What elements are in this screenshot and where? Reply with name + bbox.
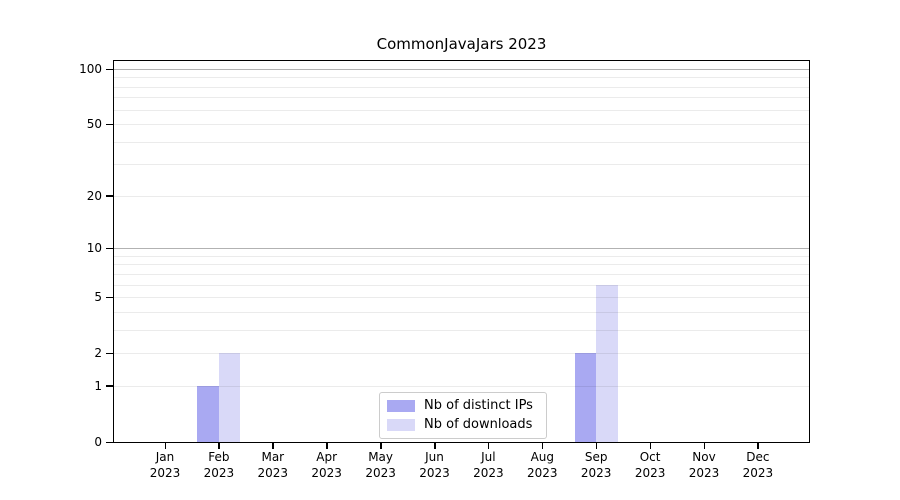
x-axis-tick-mark	[649, 442, 652, 449]
y-gridline-minor	[114, 86, 809, 88]
bar-downloads	[596, 284, 618, 442]
x-axis-tick-label: Oct 2023	[634, 450, 666, 480]
y-gridline-minor	[114, 329, 809, 331]
y-axis-tick-label: 5	[94, 290, 102, 305]
y-axis-tick-label: 50	[86, 117, 102, 132]
legend-row-distinct-ips: Nb of distinct IPs	[387, 398, 537, 414]
y-gridline-minor	[114, 77, 809, 79]
y-axis-tick-mark	[106, 247, 113, 250]
y-gridline-minor	[114, 195, 809, 197]
y-axis-tick-mark	[106, 352, 113, 355]
x-axis-tick-label: Nov 2023	[688, 450, 720, 480]
x-axis-tick-label: Aug 2023	[527, 450, 558, 480]
legend-label-downloads: Nb of downloads	[424, 417, 533, 432]
x-axis-tick-mark	[326, 442, 328, 449]
x-axis-tick-label: Jun 2023	[419, 450, 450, 480]
y-axis-tick-mark	[106, 296, 113, 299]
x-axis-tick-mark	[757, 442, 759, 449]
y-axis-tick-mark	[106, 123, 113, 126]
y-gridline-major	[114, 69, 809, 70]
x-axis-tick-label: Jul 2023	[473, 450, 504, 480]
y-gridline-major	[114, 248, 809, 250]
x-axis-tick-label: Dec 2023	[742, 450, 774, 480]
y-gridline-minor	[114, 297, 809, 299]
y-axis-tick-mark	[106, 385, 113, 387]
x-axis-tick-label: May 2023	[365, 450, 396, 480]
y-gridline-minor	[114, 284, 809, 286]
x-axis-tick-mark	[541, 442, 544, 449]
y-gridline-minor	[114, 141, 809, 143]
x-axis-tick-label: Mar 2023	[257, 450, 289, 480]
y-gridline-minor	[114, 164, 809, 166]
y-gridline-minor	[114, 255, 809, 257]
y-gridline-minor	[114, 124, 809, 126]
bar-distinct-ips	[197, 385, 219, 442]
x-axis-tick-mark	[487, 442, 490, 449]
y-gridline-minor	[114, 273, 809, 275]
legend-swatch-distinct-ips	[387, 400, 415, 412]
y-gridline-minor	[114, 385, 809, 387]
y-axis-tick-label: 20	[86, 188, 102, 203]
x-axis-tick-mark	[218, 442, 220, 449]
legend-swatch-downloads	[387, 419, 415, 431]
y-gridline-minor	[114, 353, 809, 355]
chart-legend: Nb of distinct IPs Nb of downloads	[379, 392, 547, 439]
bar-distinct-ips	[574, 353, 597, 442]
chart-plot-area: Nb of distinct IPs Nb of downloads	[106, 60, 810, 449]
x-axis-tick-mark	[164, 442, 166, 449]
chart-title: CommonJavaJars 2023	[376, 35, 547, 53]
x-axis-tick-mark	[434, 442, 436, 449]
y-gridline-minor	[114, 264, 809, 266]
x-axis-tick-label: Apr 2023	[311, 450, 342, 480]
y-axis-tick-label: 10	[86, 241, 102, 256]
x-axis-tick-label: Sep 2023	[580, 450, 612, 480]
y-axis-tick-mark	[106, 441, 113, 443]
y-axis-tick-mark	[106, 195, 113, 197]
x-axis-tick-mark	[380, 442, 382, 449]
x-axis-tick-mark	[595, 442, 598, 449]
y-axis-tick-label: 0	[94, 435, 102, 449]
bar-downloads	[218, 353, 241, 442]
x-axis-tick-label: Jan 2023	[149, 450, 181, 480]
y-gridline-minor	[114, 109, 809, 111]
x-axis-tick-mark	[272, 442, 274, 449]
legend-row-downloads: Nb of downloads	[387, 417, 537, 433]
y-gridline-minor	[114, 97, 809, 99]
y-gridline-minor	[114, 311, 809, 313]
x-axis-tick-mark	[703, 442, 705, 449]
legend-label-distinct-ips: Nb of distinct IPs	[424, 398, 533, 413]
y-axis-tick-label: 2	[94, 346, 102, 361]
y-axis-tick-label: 1	[94, 378, 102, 393]
y-axis-tick-label: 100	[79, 62, 102, 76]
y-axis-tick-mark	[106, 68, 113, 70]
x-axis-tick-label: Feb 2023	[203, 450, 235, 480]
